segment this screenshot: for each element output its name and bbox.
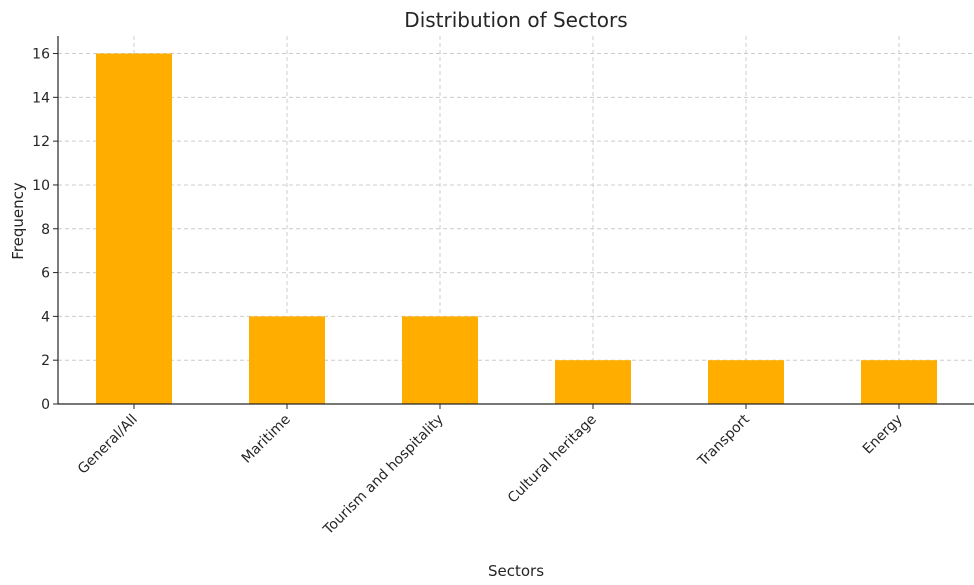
bar bbox=[402, 316, 478, 404]
bar bbox=[861, 360, 937, 404]
bars bbox=[96, 53, 937, 405]
x-tick-label: Tourism and hospitality bbox=[320, 412, 447, 539]
y-tick-label: 16 bbox=[32, 47, 50, 63]
bar bbox=[249, 316, 325, 404]
y-tick-label: 6 bbox=[41, 266, 50, 282]
chart-title: Distribution of Sectors bbox=[404, 8, 627, 32]
axes bbox=[57, 36, 974, 405]
y-axis-label: Frequency bbox=[9, 182, 27, 260]
x-tick-label: General/All bbox=[75, 412, 141, 478]
y-tick-label: 2 bbox=[41, 353, 50, 369]
grid bbox=[58, 36, 974, 405]
y-tick-label: 8 bbox=[41, 222, 50, 238]
y-tick-label: 12 bbox=[32, 134, 50, 150]
y-tick-label: 0 bbox=[41, 397, 50, 413]
bar bbox=[96, 53, 172, 405]
bar bbox=[555, 360, 631, 404]
y-tick-label: 10 bbox=[32, 178, 50, 194]
x-ticks: General/All Maritime Tourism and hospitali… bbox=[75, 404, 906, 538]
x-tick-label: Maritime bbox=[239, 412, 294, 467]
x-tick-label: Cultural heritage bbox=[505, 412, 600, 507]
x-tick-label: Transport bbox=[694, 411, 753, 470]
y-tick-label: 14 bbox=[32, 90, 50, 106]
y-tick-label: 4 bbox=[41, 309, 50, 325]
x-axis-label: Sectors bbox=[488, 562, 544, 580]
y-ticks: 0 2 4 6 8 10 12 14 16 bbox=[32, 47, 58, 413]
x-tick-label: Energy bbox=[860, 412, 906, 458]
bar bbox=[708, 360, 784, 404]
